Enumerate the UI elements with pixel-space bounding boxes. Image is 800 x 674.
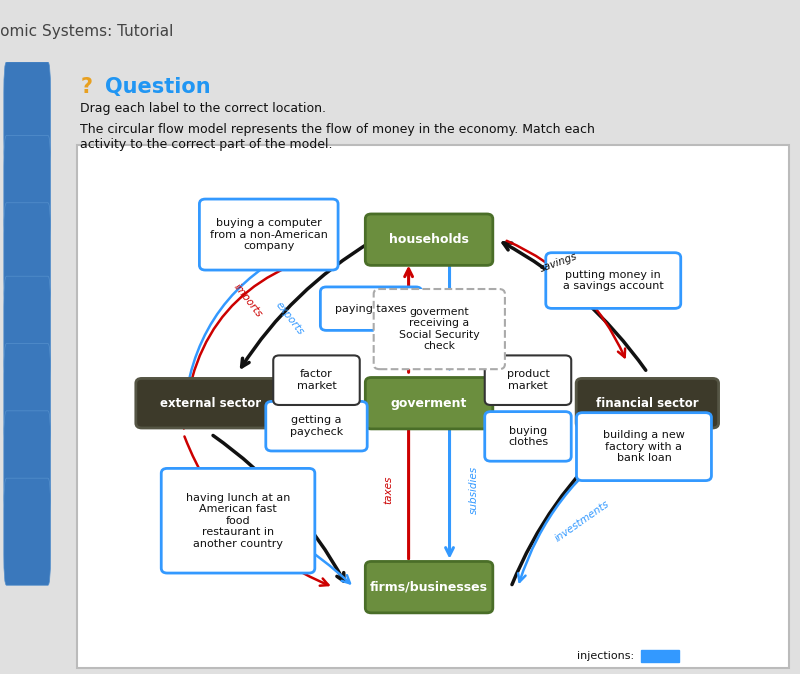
FancyBboxPatch shape (4, 411, 50, 518)
FancyBboxPatch shape (576, 378, 718, 428)
Text: savings: savings (538, 251, 579, 274)
Text: The circular flow model represents the flow of money in the economy. Match each
: The circular flow model represents the f… (81, 123, 595, 151)
Text: external sector: external sector (160, 397, 262, 410)
FancyBboxPatch shape (4, 203, 50, 310)
FancyBboxPatch shape (162, 468, 315, 573)
FancyBboxPatch shape (577, 412, 711, 481)
Text: goverment
receiving a
Social Security
check: goverment receiving a Social Security ch… (399, 307, 480, 352)
Text: factor
market: factor market (297, 369, 336, 391)
FancyBboxPatch shape (4, 478, 50, 585)
FancyBboxPatch shape (485, 355, 571, 405)
FancyBboxPatch shape (641, 650, 679, 663)
Text: having lunch at an
American fast
food
restaurant in
another country: having lunch at an American fast food re… (186, 493, 290, 549)
Text: households: households (389, 233, 469, 246)
FancyBboxPatch shape (266, 402, 367, 451)
Text: goverment: goverment (391, 397, 467, 410)
FancyBboxPatch shape (366, 214, 493, 266)
FancyBboxPatch shape (485, 412, 571, 461)
FancyBboxPatch shape (136, 378, 286, 428)
Text: financial sector: financial sector (596, 397, 698, 410)
Text: buying
clothes: buying clothes (508, 425, 548, 448)
FancyBboxPatch shape (4, 344, 50, 451)
Text: Question: Question (105, 78, 210, 97)
Text: putting money in
a savings account: putting money in a savings account (563, 270, 664, 291)
Text: buying a computer
from a non-American
company: buying a computer from a non-American co… (210, 218, 328, 251)
Text: imports: imports (232, 282, 265, 319)
FancyBboxPatch shape (4, 276, 50, 384)
FancyBboxPatch shape (374, 289, 505, 369)
Text: Economic Systems: Tutorial: Economic Systems: Tutorial (0, 24, 173, 38)
FancyBboxPatch shape (77, 145, 789, 668)
Text: injections:: injections: (577, 651, 634, 661)
Text: Drag each label to the correct location.: Drag each label to the correct location. (81, 102, 326, 115)
FancyBboxPatch shape (546, 253, 681, 309)
Text: taxes: taxes (383, 476, 393, 504)
Text: building a new
factory with a
bank loan: building a new factory with a bank loan (603, 430, 685, 463)
Text: getting a
paycheck: getting a paycheck (290, 415, 343, 437)
FancyBboxPatch shape (199, 199, 338, 270)
FancyBboxPatch shape (4, 135, 50, 243)
FancyBboxPatch shape (366, 561, 493, 613)
Text: paying taxes: paying taxes (335, 304, 407, 313)
Text: ?: ? (81, 78, 93, 97)
FancyBboxPatch shape (320, 287, 422, 330)
FancyBboxPatch shape (4, 62, 50, 169)
FancyBboxPatch shape (274, 355, 360, 405)
Text: subsidies: subsidies (469, 466, 478, 514)
Text: exports: exports (273, 301, 306, 338)
Text: product
market: product market (506, 369, 550, 391)
Text: investments: investments (554, 498, 612, 543)
FancyBboxPatch shape (366, 377, 493, 429)
Text: firms/businesses: firms/businesses (370, 581, 488, 594)
